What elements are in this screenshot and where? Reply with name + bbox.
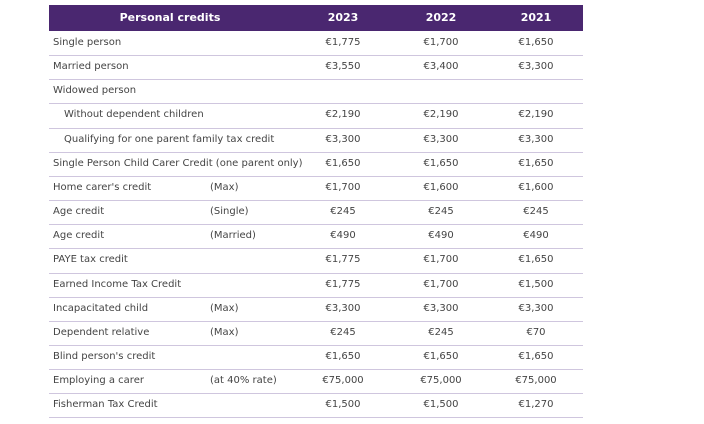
value-cell: €3,300: [518, 61, 554, 73]
value-cell: €1,700: [325, 181, 361, 193]
header-cell: 2023: [327, 11, 359, 24]
row-label: PAYE tax credit: [53, 254, 128, 266]
value-cell: €1,700: [423, 278, 459, 290]
row-divider: [49, 79, 583, 80]
value-cell: €1,700: [423, 37, 459, 48]
value-cell: €1,650: [423, 157, 459, 169]
row-label: Fisherman Tax Credit: [53, 399, 158, 411]
value-cell: €1,650: [325, 350, 361, 362]
row-label: Single person: [53, 37, 122, 48]
row-divider: [49, 128, 583, 129]
row-label: Widowed person: [53, 85, 137, 97]
row-divider: [49, 200, 583, 201]
value-cell: €3,300: [325, 302, 361, 314]
value-cell: €1,600: [518, 181, 554, 193]
value-cell: €1,650: [325, 157, 361, 169]
value-cell: €1,650: [518, 157, 554, 169]
row-note: (Married): [210, 230, 256, 242]
value-cell: €245: [330, 206, 356, 218]
value-cell: €1,700: [423, 254, 459, 266]
row-label: Blind person's credit: [53, 350, 156, 362]
row-divider: [49, 417, 583, 418]
value-cell: €1,650: [518, 254, 554, 266]
value-cell: €1,775: [325, 278, 361, 290]
value-cell: €245: [523, 206, 549, 218]
value-cell: €75,000: [515, 375, 557, 387]
value-cell: €1,500: [423, 399, 459, 411]
row-note: (Max): [210, 181, 239, 193]
value-cell: €490: [330, 230, 356, 242]
value-cell: €2,190: [325, 109, 361, 121]
table-header: [49, 5, 583, 31]
value-cell: €3,300: [518, 133, 554, 145]
row-divider: [49, 369, 583, 370]
value-cell: €1,650: [518, 350, 554, 362]
value-cell: €1,650: [423, 350, 459, 362]
row-label: Earned Income Tax Credit: [53, 278, 182, 290]
row-divider: [49, 321, 583, 322]
value-cell: €1,500: [518, 278, 554, 290]
value-cell: €75,000: [420, 375, 462, 387]
row-label: Incapacitated child: [53, 302, 149, 314]
value-cell: €1,500: [325, 399, 361, 411]
value-cell: €490: [428, 230, 454, 242]
value-cell: €245: [428, 206, 454, 218]
value-cell: €245: [428, 326, 454, 338]
value-cell: €245: [330, 326, 356, 338]
row-divider: [49, 103, 583, 104]
value-cell: €1,650: [518, 37, 554, 48]
row-note: (Single): [210, 206, 249, 218]
row-label: Qualifying for one parent family tax cre…: [64, 133, 275, 145]
row-divider: [49, 152, 583, 153]
row-note: (at 40% rate): [210, 375, 277, 387]
row-divider: [49, 176, 583, 177]
row-divider: [49, 393, 583, 394]
row-label: Employing a carer: [53, 375, 144, 387]
row-label: Single Person Child Carer Credit (one pa…: [53, 157, 303, 169]
value-cell: €3,400: [423, 61, 459, 73]
row-note: (Max): [210, 326, 239, 338]
value-cell: €1,600: [423, 181, 459, 193]
row-divider: [49, 273, 583, 274]
value-cell: €2,190: [518, 109, 554, 121]
row-label: Married person: [53, 61, 129, 73]
value-cell: €3,550: [325, 61, 361, 73]
row-divider: [49, 248, 583, 249]
row-divider: [49, 297, 583, 298]
value-cell: €75,000: [322, 375, 364, 387]
row-divider: [49, 55, 583, 56]
value-cell: €1,775: [325, 254, 361, 266]
row-note: (Max): [210, 302, 239, 314]
value-cell: €1,775: [325, 37, 361, 48]
value-cell: €70: [526, 326, 546, 338]
row-divider: [49, 224, 583, 225]
value-cell: €3,300: [518, 302, 554, 314]
value-cell: €3,300: [325, 133, 361, 145]
row-label: Dependent relative: [53, 326, 150, 338]
value-cell: €1,270: [518, 399, 554, 411]
value-cell: €3,300: [423, 302, 459, 314]
value-cell: €3,300: [423, 133, 459, 145]
header-cell: 2021: [520, 11, 552, 24]
row-divider: [49, 345, 583, 346]
value-cell: €490: [523, 230, 549, 242]
row-label: Without dependent children: [64, 109, 204, 121]
header-cell: Personal credits: [119, 11, 221, 24]
row-label: Home carer's credit: [53, 181, 152, 193]
value-cell: €2,190: [423, 109, 459, 121]
header-cell: 2022: [425, 11, 457, 24]
row-label: Age credit: [53, 230, 105, 242]
row-label: Age credit: [53, 206, 105, 218]
